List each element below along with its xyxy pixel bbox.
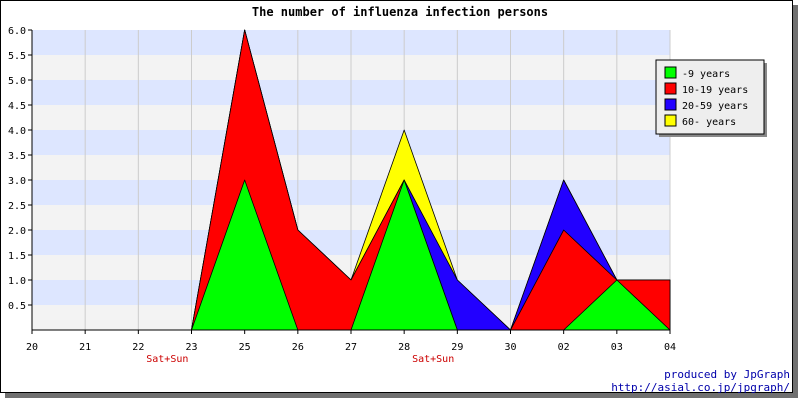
y-tick-labels: 0.5 1.0 1.5 2.0 2.5 3.0 3.5 4.0 4.5 5.0 5.5 6.0	[8, 26, 26, 312]
x-tick-label: 21	[79, 342, 91, 353]
legend-label: 20-59 years	[682, 101, 748, 112]
chart-title: The number of influenza infection person…	[252, 5, 548, 19]
x-tick-label: 20	[26, 342, 38, 353]
credit-produced-by: produced by JpGraph	[664, 368, 790, 381]
y-tick-label: 4.0	[8, 126, 26, 137]
x-tick-label: 30	[504, 342, 516, 353]
legend-swatch	[664, 114, 677, 127]
x-tick-label: 28	[398, 342, 410, 353]
x-tick-label: 27	[345, 342, 357, 353]
y-tick-label: 2.5	[8, 201, 26, 212]
legend-label: 60- years	[682, 117, 736, 128]
legend-swatch	[664, 82, 677, 95]
x-tick-label: 03	[611, 342, 623, 353]
x-tick-label: 25	[239, 342, 251, 353]
legend-swatch	[664, 66, 677, 79]
y-tick-label: 4.5	[8, 101, 26, 112]
x-sublabel-weekend: Sat+Sun	[146, 354, 188, 365]
legend-label: -9 years	[682, 69, 730, 80]
x-tick-label: 23	[185, 342, 197, 353]
y-tick-label: 0.5	[8, 301, 26, 312]
y-tick-label: 3.5	[8, 151, 26, 162]
legend-label: 10-19 years	[682, 85, 748, 96]
axes	[28, 29, 671, 334]
x-tick-labels: 20 21 22 23 25 26 27 28 29 30 02 03 04 Sat+Sun Sat+Sun	[26, 342, 676, 365]
y-tick-label: 3.0	[8, 176, 26, 187]
y-tick-label: 5.5	[8, 51, 26, 62]
y-tick-label: 6.0	[8, 26, 26, 37]
y-tick-label: 5.0	[8, 76, 26, 87]
x-tick-label: 22	[132, 342, 144, 353]
x-sublabel-weekend: Sat+Sun	[412, 354, 454, 365]
y-tick-label: 1.5	[8, 251, 26, 262]
y-tick-label: 2.0	[8, 226, 26, 237]
x-tick-label: 29	[451, 342, 463, 353]
legend: -9 years 10-19 years 20-59 years 60- years	[655, 59, 767, 137]
credit-url[interactable]: http://asial.co.jp/jpgraph/	[611, 381, 790, 394]
y-tick-label: 1.0	[8, 276, 26, 287]
x-tick-label: 04	[664, 342, 676, 353]
legend-swatch	[664, 98, 677, 111]
x-tick-label: 26	[292, 342, 304, 353]
x-tick-label: 02	[558, 342, 570, 353]
